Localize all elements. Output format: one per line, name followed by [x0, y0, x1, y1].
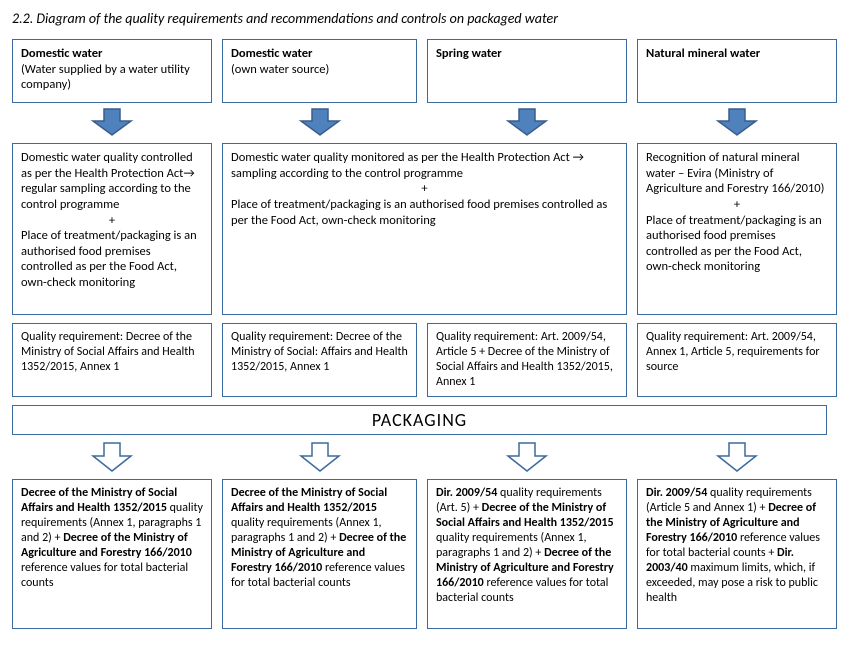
- arrow-3: [427, 103, 627, 143]
- arrow-outline-2: [222, 437, 417, 479]
- quality-c4: Quality requirement: Art. 2009/54, Annex…: [637, 323, 837, 397]
- arrow-4: [637, 103, 837, 143]
- arrow-row-2: [12, 437, 838, 479]
- down-arrow-icon: [506, 107, 548, 137]
- down-arrow-icon: [299, 107, 341, 137]
- bottom-c3: Dir. 2009/54 quality requirements (Art. …: [427, 479, 627, 629]
- arrow-2: [222, 103, 417, 143]
- arrow-outline-4: [637, 437, 837, 479]
- control-c1-plus: +: [21, 213, 203, 229]
- down-arrow-outline-icon: [299, 441, 341, 473]
- bottom-c1: Decree of the Ministry of Social Affairs…: [12, 479, 212, 629]
- header-spring: Spring water: [427, 39, 627, 103]
- control-c4-plus: +: [646, 197, 828, 213]
- header-domestic-own: Domestic water (own water source): [222, 39, 417, 103]
- down-arrow-outline-icon: [506, 441, 548, 473]
- bottom-c1-b1: Decree of the Ministry of Social Affairs…: [21, 486, 177, 515]
- header-c3-title: Spring water: [436, 46, 502, 61]
- bottom-c1-t2: reference values for total bacterial cou…: [21, 561, 188, 590]
- arrow-outline-3: [427, 437, 627, 479]
- quality-c1: Quality requirement: Decree of the Minis…: [12, 323, 212, 397]
- control-c23-b: Place of treatment/packaging is an autho…: [231, 197, 618, 228]
- control-c1-b: Place of treatment/packaging is an autho…: [21, 228, 203, 291]
- down-arrow-icon: [716, 107, 758, 137]
- header-domestic-utility: Domestic water (Water supplied by a wate…: [12, 39, 212, 103]
- bottom-row: Decree of the Ministry of Social Affairs…: [12, 479, 838, 629]
- header-c2-title: Domestic water: [231, 46, 312, 61]
- control-c4: Recognition of natural mineral water – E…: [637, 143, 837, 315]
- control-c23: Domestic water quality monitored as per …: [222, 143, 627, 315]
- control-c4-b: Place of treatment/packaging is an autho…: [646, 213, 828, 276]
- arrow-row-1: [12, 103, 838, 143]
- header-c1-sub: (Water supplied by a water utility compa…: [21, 62, 190, 93]
- control-c23-a: Domestic water quality monitored as per …: [231, 150, 618, 181]
- down-arrow-icon: [91, 107, 133, 137]
- quality-c2: Quality requirement: Decree of the Minis…: [222, 323, 417, 397]
- bottom-c4-b1: Dir. 2009/54: [646, 486, 707, 500]
- bottom-c2-b1: Decree of the Ministry of Social Affairs…: [231, 486, 387, 515]
- down-arrow-outline-icon: [91, 441, 133, 473]
- quality-row: Quality requirement: Decree of the Minis…: [12, 323, 838, 397]
- control-c1-a: Domestic water quality controlled as per…: [21, 150, 203, 213]
- control-c23-plus: +: [231, 181, 618, 197]
- header-c1-title: Domestic water: [21, 46, 102, 61]
- control-c1: Domestic water quality controlled as per…: [12, 143, 212, 315]
- header-c2-sub: (own water source): [231, 62, 329, 77]
- quality-c3: Quality requirement: Art. 2009/54, Artic…: [427, 323, 627, 397]
- bottom-c3-b1: Dir. 2009/54: [436, 486, 497, 500]
- diagram-title: 2.2. Diagram of the quality requirements…: [12, 10, 838, 27]
- header-c4-title: Natural mineral water: [646, 46, 760, 61]
- bottom-c4: Dir. 2009/54 quality requirements (Artic…: [637, 479, 837, 629]
- header-mineral: Natural mineral water: [637, 39, 837, 103]
- arrow-1: [12, 103, 212, 143]
- arrow-outline-1: [12, 437, 212, 479]
- packaging-bar: PACKAGING: [12, 405, 827, 435]
- control-c4-a: Recognition of natural mineral water – E…: [646, 150, 828, 197]
- bottom-c2: Decree of the Ministry of Social Affairs…: [222, 479, 417, 629]
- header-row: Domestic water (Water supplied by a wate…: [12, 39, 838, 103]
- control-row: Domestic water quality controlled as per…: [12, 143, 838, 315]
- down-arrow-outline-icon: [716, 441, 758, 473]
